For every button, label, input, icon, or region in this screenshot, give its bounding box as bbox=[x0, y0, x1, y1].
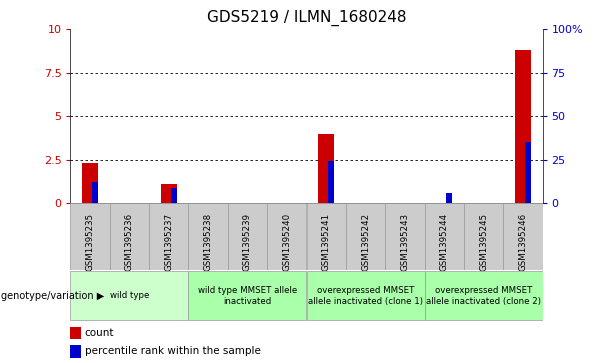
Bar bbox=[70, 272, 189, 320]
Bar bbox=[170, 188, 177, 203]
Bar bbox=[446, 193, 452, 203]
Title: GDS5219 / ILMN_1680248: GDS5219 / ILMN_1680248 bbox=[207, 10, 406, 26]
Bar bbox=[424, 203, 464, 270]
Text: count: count bbox=[85, 328, 114, 338]
Bar bbox=[515, 50, 531, 203]
Text: GSM1395236: GSM1395236 bbox=[125, 213, 134, 272]
Bar bbox=[70, 327, 81, 339]
Text: GSM1395238: GSM1395238 bbox=[204, 213, 213, 272]
Bar bbox=[424, 272, 543, 320]
Bar bbox=[92, 182, 98, 203]
Bar bbox=[525, 142, 530, 203]
Text: overexpressed MMSET
allele inactivated (clone 1): overexpressed MMSET allele inactivated (… bbox=[308, 286, 423, 306]
Bar bbox=[189, 203, 228, 270]
Text: wild type MMSET allele
inactivated: wild type MMSET allele inactivated bbox=[198, 286, 297, 306]
Text: genotype/variation ▶: genotype/variation ▶ bbox=[1, 291, 104, 301]
Bar bbox=[70, 345, 81, 358]
Bar bbox=[70, 203, 110, 270]
Text: GSM1395235: GSM1395235 bbox=[86, 213, 94, 272]
Bar bbox=[328, 162, 334, 203]
Bar bbox=[503, 203, 543, 270]
Bar bbox=[464, 203, 503, 270]
Text: GSM1395240: GSM1395240 bbox=[283, 213, 291, 272]
Text: wild type: wild type bbox=[110, 291, 149, 300]
Bar bbox=[318, 134, 334, 203]
Text: overexpressed MMSET
allele inactivated (clone 2): overexpressed MMSET allele inactivated (… bbox=[426, 286, 541, 306]
Bar bbox=[267, 203, 306, 270]
Text: percentile rank within the sample: percentile rank within the sample bbox=[85, 346, 261, 356]
Text: GSM1395245: GSM1395245 bbox=[479, 213, 488, 272]
Bar bbox=[346, 203, 385, 270]
Text: GSM1395242: GSM1395242 bbox=[361, 213, 370, 272]
Text: GSM1395244: GSM1395244 bbox=[440, 213, 449, 272]
Bar bbox=[228, 203, 267, 270]
Bar bbox=[161, 184, 177, 203]
Text: GSM1395239: GSM1395239 bbox=[243, 213, 252, 272]
Text: GSM1395243: GSM1395243 bbox=[400, 213, 409, 272]
Bar bbox=[385, 203, 424, 270]
Text: GSM1395246: GSM1395246 bbox=[519, 213, 527, 272]
Bar bbox=[149, 203, 189, 270]
Bar bbox=[82, 163, 98, 203]
Bar bbox=[306, 272, 424, 320]
Bar bbox=[189, 272, 306, 320]
Bar bbox=[306, 203, 346, 270]
Text: GSM1395241: GSM1395241 bbox=[322, 213, 330, 272]
Bar bbox=[110, 203, 149, 270]
Text: GSM1395237: GSM1395237 bbox=[164, 213, 173, 272]
